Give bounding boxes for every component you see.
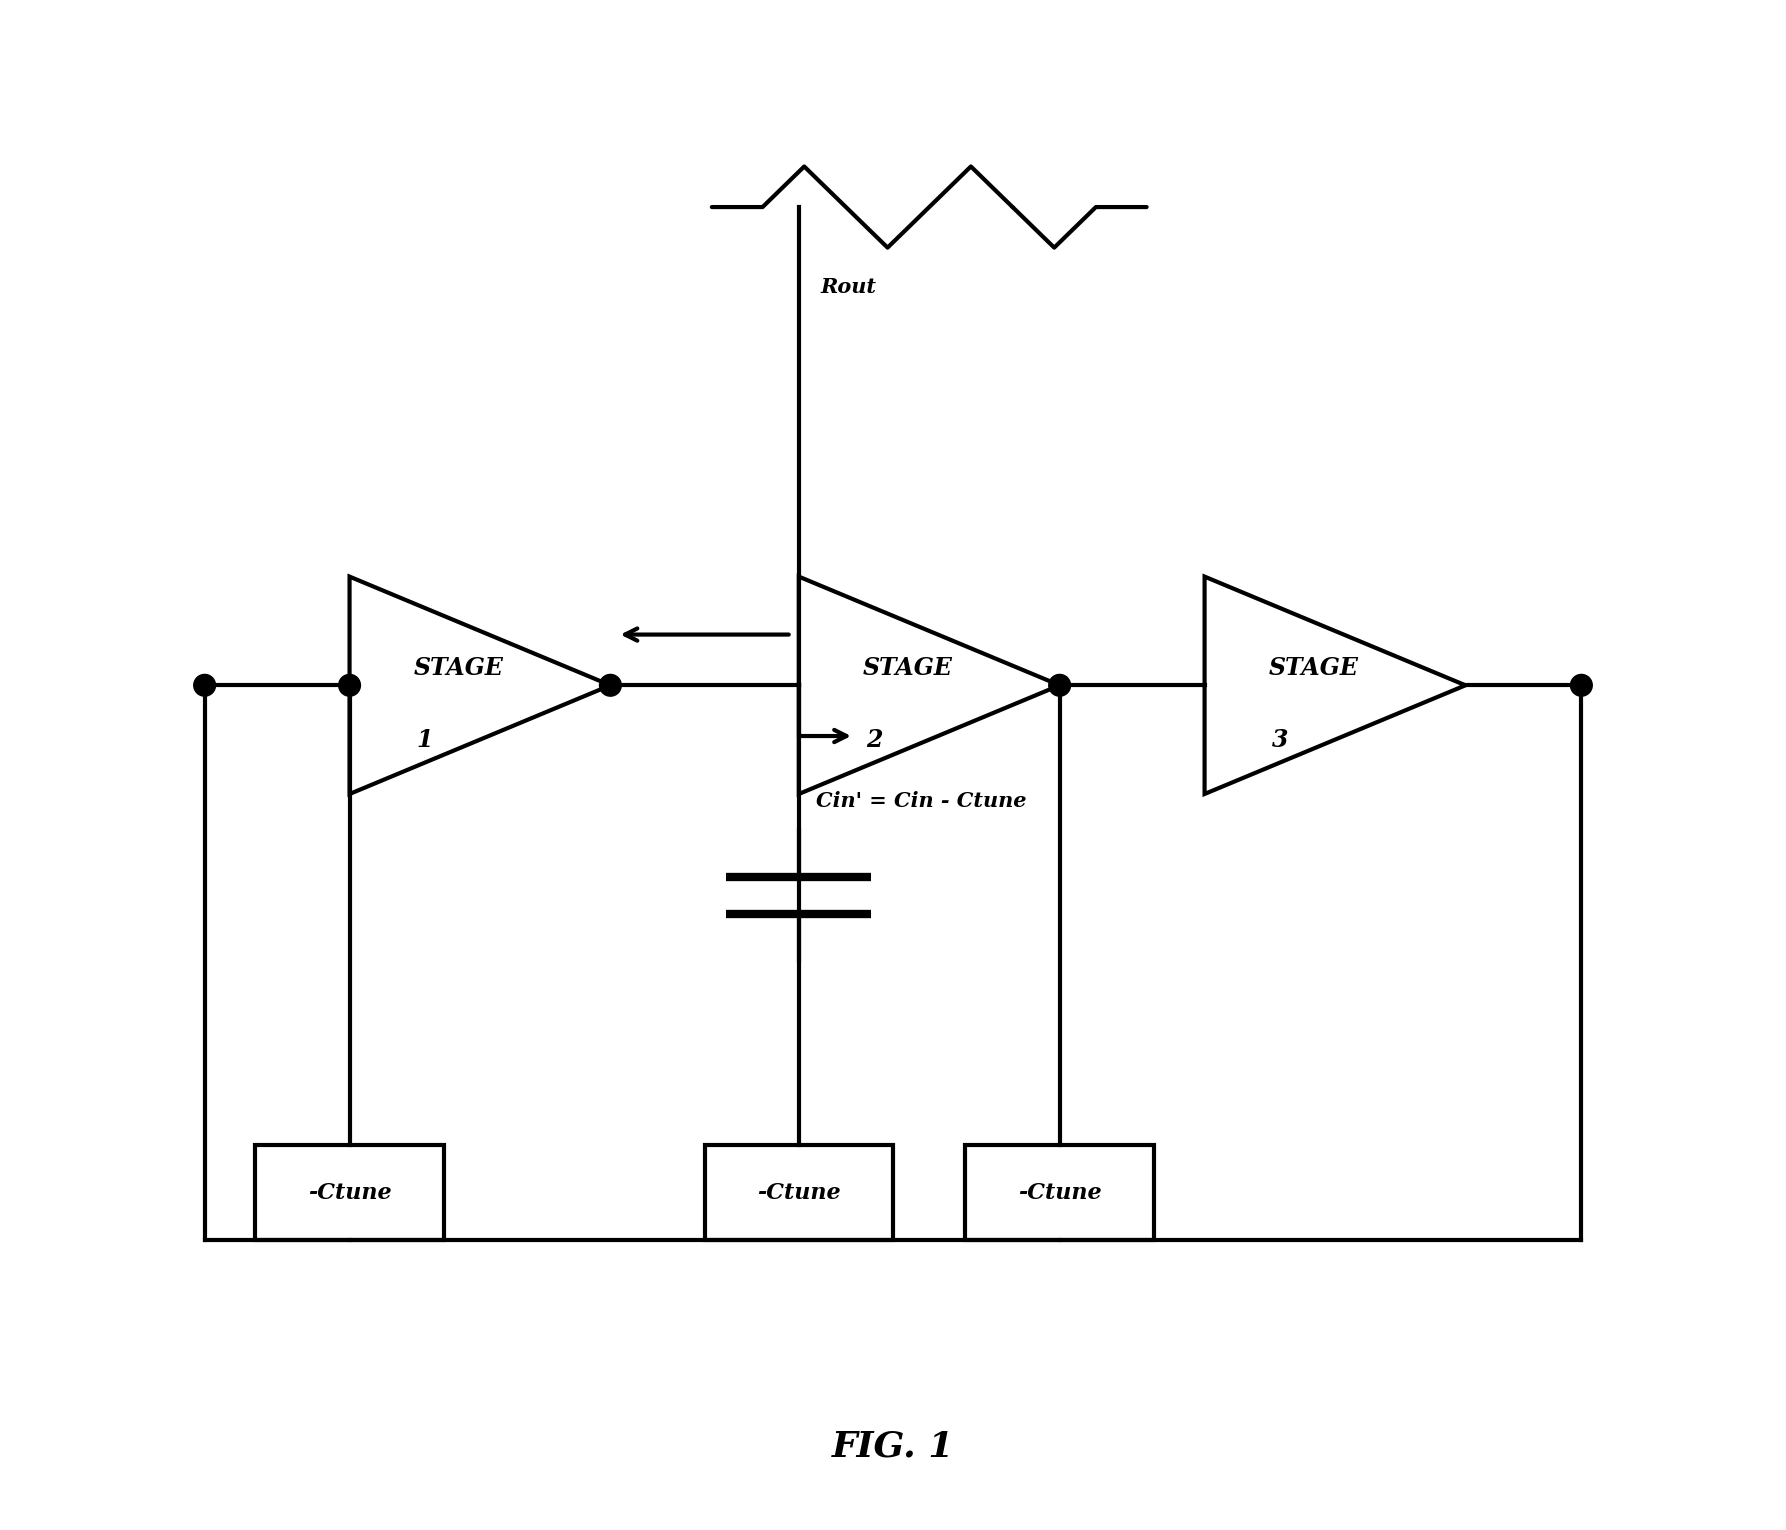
Text: STAGE: STAGE — [863, 656, 952, 679]
Text: FIG. 1: FIG. 1 — [832, 1429, 954, 1463]
Text: -Ctune: -Ctune — [757, 1181, 841, 1204]
Text: 2: 2 — [866, 728, 882, 753]
Circle shape — [193, 675, 216, 696]
Bar — [966, 1146, 1154, 1239]
Circle shape — [1570, 675, 1593, 696]
Circle shape — [339, 675, 361, 696]
Circle shape — [1048, 675, 1070, 696]
Text: STAGE: STAGE — [1268, 656, 1357, 679]
Text: 1: 1 — [416, 728, 434, 753]
Text: -Ctune: -Ctune — [307, 1181, 391, 1204]
Text: 3: 3 — [1272, 728, 1288, 753]
Circle shape — [600, 675, 622, 696]
Bar — [255, 1146, 443, 1239]
Text: Cin' = Cin - Ctune: Cin' = Cin - Ctune — [816, 791, 1027, 811]
Text: -Ctune: -Ctune — [1018, 1181, 1102, 1204]
Text: Rout: Rout — [820, 277, 877, 297]
Text: STAGE: STAGE — [413, 656, 504, 679]
Bar — [705, 1146, 893, 1239]
